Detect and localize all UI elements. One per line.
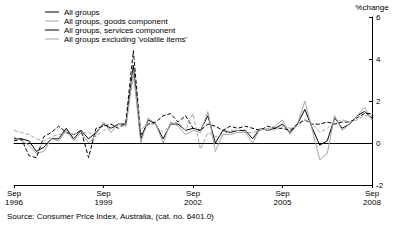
- svg-text:1999: 1999: [95, 198, 113, 207]
- svg-text:2008: 2008: [363, 198, 381, 207]
- svg-text:2: 2: [376, 97, 381, 106]
- svg-text:2002: 2002: [184, 198, 202, 207]
- svg-text:1996: 1996: [5, 198, 23, 207]
- svg-text:All groups, goods component: All groups, goods component: [64, 17, 168, 26]
- svg-text:Source: Consumer Price Index,: Source: Consumer Price Index, Australia,…: [7, 212, 214, 221]
- svg-text:Sep: Sep: [96, 189, 111, 198]
- svg-text:%change: %change: [355, 3, 389, 12]
- svg-text:All groups: All groups: [64, 8, 100, 17]
- svg-text:Sep: Sep: [275, 189, 290, 198]
- svg-text:2005: 2005: [274, 198, 292, 207]
- svg-text:Sep: Sep: [186, 189, 201, 198]
- svg-text:All groups, services component: All groups, services component: [64, 26, 176, 35]
- svg-text:4: 4: [376, 55, 381, 64]
- svg-text:All groups excluding 'volatile: All groups excluding 'volatile items': [64, 35, 188, 44]
- svg-text:6: 6: [376, 13, 381, 22]
- svg-text:Sep: Sep: [365, 189, 380, 198]
- svg-text:Sep: Sep: [7, 189, 22, 198]
- svg-text:-2: -2: [376, 180, 384, 190]
- svg-text:0: 0: [376, 139, 381, 148]
